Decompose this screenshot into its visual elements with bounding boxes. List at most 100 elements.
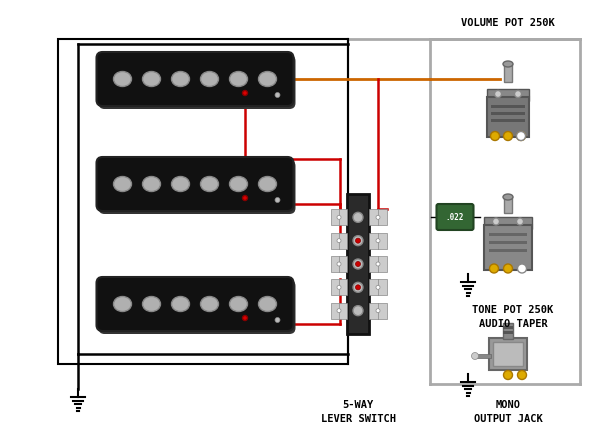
Text: TONE POT 250K
AUDIO TAPER: TONE POT 250K AUDIO TAPER — [472, 304, 554, 328]
FancyBboxPatch shape — [98, 161, 296, 214]
FancyBboxPatch shape — [97, 277, 293, 331]
Ellipse shape — [337, 216, 341, 220]
Ellipse shape — [259, 72, 277, 87]
Bar — [489, 338, 527, 370]
Ellipse shape — [353, 236, 363, 246]
Ellipse shape — [376, 239, 380, 243]
Text: 5-WAY
LEVER SWITCH: 5-WAY LEVER SWITCH — [320, 399, 395, 423]
Ellipse shape — [353, 213, 363, 223]
FancyBboxPatch shape — [437, 204, 473, 230]
Bar — [487, 98, 529, 138]
Ellipse shape — [376, 309, 380, 313]
Bar — [487, 90, 529, 102]
Ellipse shape — [242, 91, 248, 96]
Ellipse shape — [503, 62, 513, 68]
Bar — [491, 106, 525, 109]
Ellipse shape — [356, 239, 361, 243]
Ellipse shape — [200, 297, 218, 312]
Ellipse shape — [113, 72, 131, 87]
Ellipse shape — [230, 297, 248, 312]
Ellipse shape — [490, 264, 499, 273]
Ellipse shape — [356, 285, 361, 290]
Bar — [369, 279, 387, 296]
Ellipse shape — [503, 371, 512, 380]
Bar — [491, 120, 525, 123]
Ellipse shape — [376, 263, 380, 266]
Ellipse shape — [337, 263, 341, 266]
Ellipse shape — [200, 177, 218, 192]
Ellipse shape — [230, 72, 248, 87]
Bar — [473, 354, 491, 358]
Ellipse shape — [353, 260, 363, 270]
Ellipse shape — [113, 297, 131, 312]
Ellipse shape — [172, 177, 190, 192]
Ellipse shape — [143, 72, 161, 87]
Bar — [58, 40, 348, 364]
Ellipse shape — [242, 196, 248, 201]
Bar — [503, 331, 513, 334]
Ellipse shape — [337, 286, 341, 289]
Bar — [369, 303, 387, 319]
Bar — [331, 233, 347, 249]
Ellipse shape — [353, 283, 363, 293]
Ellipse shape — [517, 132, 526, 141]
FancyBboxPatch shape — [98, 280, 296, 334]
Bar — [493, 342, 523, 366]
Ellipse shape — [275, 198, 280, 203]
Ellipse shape — [503, 194, 513, 201]
Text: MONO
OUTPUT JACK: MONO OUTPUT JACK — [473, 399, 542, 423]
Bar — [484, 217, 532, 229]
Ellipse shape — [275, 93, 280, 98]
Text: .022: .022 — [446, 213, 464, 222]
Ellipse shape — [517, 371, 527, 380]
FancyBboxPatch shape — [97, 53, 293, 107]
Bar — [331, 303, 347, 319]
Ellipse shape — [503, 264, 512, 273]
Bar — [503, 326, 513, 329]
Ellipse shape — [515, 91, 521, 98]
Ellipse shape — [517, 218, 523, 226]
Ellipse shape — [337, 239, 341, 243]
Ellipse shape — [491, 132, 500, 141]
Bar — [489, 233, 527, 236]
Bar — [369, 256, 387, 273]
Bar — [347, 194, 369, 334]
Ellipse shape — [337, 309, 341, 313]
Ellipse shape — [259, 297, 277, 312]
Ellipse shape — [376, 216, 380, 220]
Ellipse shape — [230, 177, 248, 192]
Ellipse shape — [517, 132, 526, 141]
Text: VOLUME POT 250K: VOLUME POT 250K — [461, 18, 555, 28]
Ellipse shape — [242, 316, 248, 321]
Ellipse shape — [143, 297, 161, 312]
Ellipse shape — [493, 218, 500, 226]
Bar — [489, 241, 527, 244]
Ellipse shape — [353, 306, 363, 316]
Bar — [369, 210, 387, 226]
Ellipse shape — [356, 262, 361, 267]
Ellipse shape — [172, 297, 190, 312]
FancyBboxPatch shape — [98, 56, 296, 110]
Ellipse shape — [143, 177, 161, 192]
Ellipse shape — [503, 132, 512, 141]
Ellipse shape — [275, 318, 280, 323]
Bar — [484, 225, 532, 270]
Ellipse shape — [376, 286, 380, 289]
Ellipse shape — [200, 72, 218, 87]
Bar — [491, 113, 525, 116]
Bar — [503, 323, 513, 339]
Bar — [331, 279, 347, 296]
Ellipse shape — [472, 353, 479, 360]
Bar — [504, 197, 512, 214]
FancyBboxPatch shape — [97, 158, 293, 211]
Bar — [331, 256, 347, 273]
Ellipse shape — [517, 264, 527, 273]
Bar — [369, 233, 387, 249]
Ellipse shape — [172, 72, 190, 87]
Bar — [504, 65, 512, 83]
Ellipse shape — [494, 91, 502, 98]
Bar — [331, 210, 347, 226]
Ellipse shape — [259, 177, 277, 192]
Bar — [489, 249, 527, 252]
Ellipse shape — [113, 177, 131, 192]
